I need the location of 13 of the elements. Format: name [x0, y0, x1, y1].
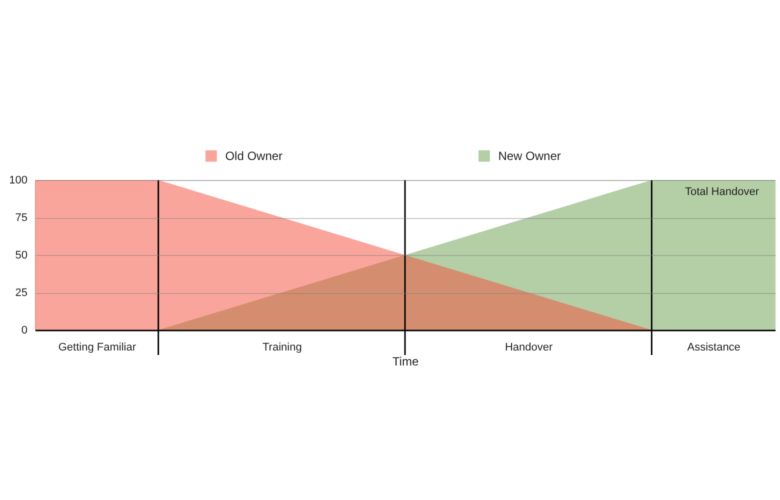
- annotation: Total Handover: [685, 186, 760, 198]
- x-tick-label: Handover: [504, 342, 554, 354]
- x-tick-label: Getting Familiar: [58, 342, 136, 354]
- x-axis-title: Time: [392, 354, 419, 368]
- y-tick-label: 25: [15, 287, 28, 299]
- y-tick-label: 100: [9, 174, 28, 186]
- x-tick-label: Training: [262, 342, 302, 354]
- legend-label: New Owner: [498, 149, 561, 163]
- x-tick-label: Assistance: [687, 342, 740, 354]
- y-tick-label: 75: [15, 212, 28, 224]
- legend-label: Old Owner: [225, 149, 283, 163]
- y-tick-label: 50: [15, 250, 28, 262]
- y-tick-label: 0: [21, 324, 28, 336]
